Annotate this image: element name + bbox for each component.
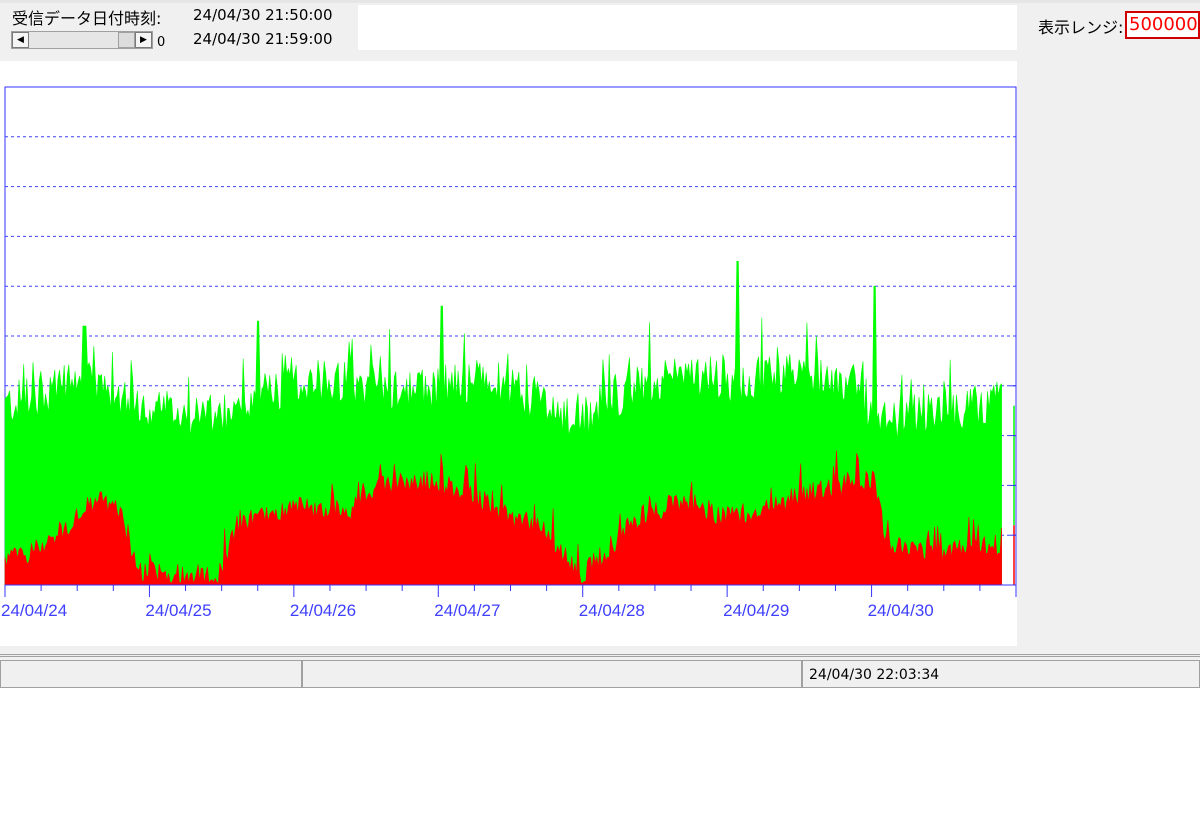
x-tick-label: 24/04/30 <box>868 601 934 620</box>
x-tick-label: 24/04/27 <box>434 601 500 620</box>
series-sub-area <box>4 450 1002 586</box>
received-time-start: 24/04/30 21:50:00 <box>193 6 333 24</box>
series-total-area <box>4 261 1002 586</box>
x-tick-label: 24/04/24 <box>1 601 67 620</box>
status-timestamp: 24/04/30 22:03:34 <box>809 667 940 683</box>
received-time-end: 24/04/30 21:59:00 <box>193 30 333 48</box>
time-scrollbar[interactable]: ◀ ▶ <box>11 31 153 49</box>
blank-area <box>0 688 1200 834</box>
scroll-thumb[interactable] <box>118 32 135 48</box>
received-datetime-label: 受信データ日付時刻: <box>12 9 162 28</box>
info-panel <box>358 5 1017 50</box>
status-cell-3: 24/04/30 22:03:34 <box>802 660 1200 688</box>
display-range-label: 表示レンジ: <box>1038 18 1124 37</box>
status-divider-2 <box>0 656 1200 657</box>
status-divider <box>0 654 1200 655</box>
x-tick-label: 24/04/25 <box>145 601 211 620</box>
display-range-input[interactable]: 500000 <box>1125 11 1200 39</box>
scroll-right-arrow-icon[interactable]: ▶ <box>135 32 152 48</box>
status-bar: 24/04/30 22:03:34 <box>0 660 1200 688</box>
x-tick-label: 24/04/28 <box>579 601 645 620</box>
x-tick-label: 24/04/29 <box>723 601 789 620</box>
scroll-value: 0 <box>157 35 166 50</box>
chart-panel: 24/04/24 24/04/25 24/04/26 24/04/27 24/04/28… <box>0 61 1017 646</box>
top-edge <box>0 0 1200 3</box>
traffic-chart: 24/04/24 24/04/25 24/04/26 24/04/27 24/04/28… <box>1 86 1017 620</box>
app-window: 受信データ日付時刻: 24/04/30 21:50:00 24/04/30 21… <box>0 0 1200 688</box>
scroll-left-arrow-icon[interactable]: ◀ <box>12 32 29 48</box>
status-cell-2 <box>302 660 802 688</box>
status-cell-1 <box>0 660 302 688</box>
x-tick-label: 24/04/26 <box>290 601 356 620</box>
